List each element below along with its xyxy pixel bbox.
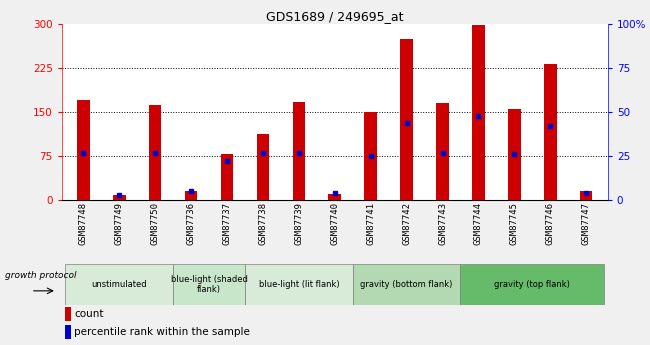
Bar: [400, 39, 413, 200]
Bar: [221, 154, 233, 200]
Bar: [353, 264, 460, 305]
Text: count: count: [74, 309, 104, 319]
Text: GSM87744: GSM87744: [474, 202, 483, 245]
Text: GSM87748: GSM87748: [79, 202, 88, 245]
Text: GSM87742: GSM87742: [402, 202, 411, 245]
Text: gravity (top flank): gravity (top flank): [495, 280, 570, 289]
Bar: [544, 64, 556, 200]
Bar: [65, 325, 71, 339]
Text: GSM87740: GSM87740: [330, 202, 339, 245]
Text: GSM87738: GSM87738: [259, 202, 267, 245]
Text: percentile rank within the sample: percentile rank within the sample: [74, 327, 250, 337]
Title: GDS1689 / 249695_at: GDS1689 / 249695_at: [266, 10, 404, 23]
Bar: [245, 264, 353, 305]
Bar: [580, 191, 593, 200]
Text: unstimulated: unstimulated: [92, 280, 147, 289]
Text: blue-light (lit flank): blue-light (lit flank): [259, 280, 339, 289]
Text: GSM87746: GSM87746: [546, 202, 555, 245]
Bar: [77, 100, 90, 200]
Text: GSM87747: GSM87747: [582, 202, 591, 245]
Text: GSM87741: GSM87741: [366, 202, 375, 245]
Bar: [508, 109, 521, 200]
Text: growth protocol: growth protocol: [5, 271, 77, 280]
Bar: [472, 25, 485, 200]
Text: GSM87745: GSM87745: [510, 202, 519, 245]
Text: GSM87739: GSM87739: [294, 202, 304, 245]
Bar: [436, 104, 448, 200]
Text: GSM87750: GSM87750: [151, 202, 160, 245]
Bar: [66, 264, 173, 305]
Bar: [65, 307, 71, 321]
Bar: [328, 194, 341, 200]
Text: gravity (bottom flank): gravity (bottom flank): [360, 280, 453, 289]
Bar: [365, 112, 377, 200]
Bar: [173, 264, 245, 305]
Bar: [257, 134, 269, 200]
Text: blue-light (shaded
flank): blue-light (shaded flank): [170, 275, 248, 294]
Text: GSM87743: GSM87743: [438, 202, 447, 245]
Bar: [185, 191, 198, 200]
Text: GSM87736: GSM87736: [187, 202, 196, 245]
Text: GSM87749: GSM87749: [114, 202, 124, 245]
Bar: [113, 195, 125, 200]
Text: GSM87737: GSM87737: [222, 202, 231, 245]
Bar: [149, 105, 161, 200]
Bar: [292, 101, 305, 200]
Bar: [460, 264, 604, 305]
